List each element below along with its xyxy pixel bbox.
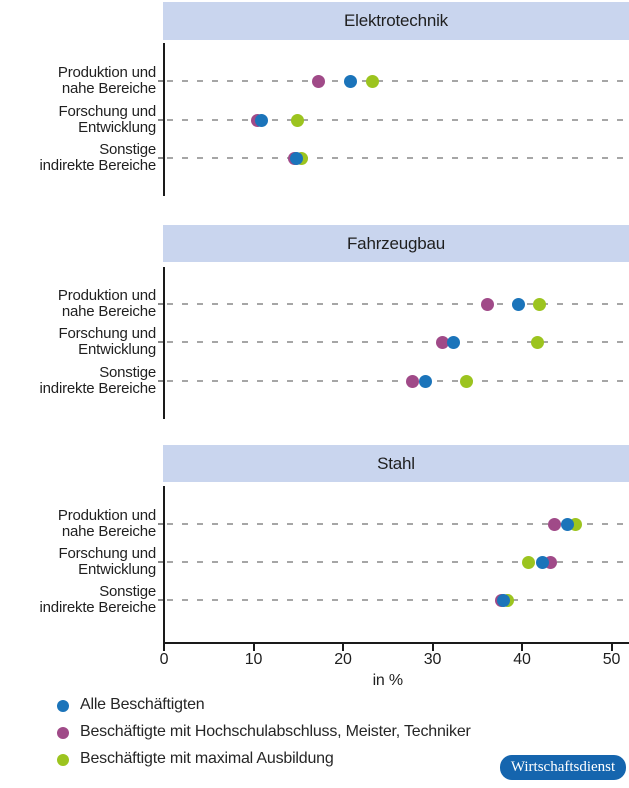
x-axis-tick xyxy=(431,644,434,651)
data-point xyxy=(446,335,460,349)
category-label-line: Produktion und xyxy=(57,507,156,524)
data-point xyxy=(406,374,420,388)
row-tick xyxy=(158,157,163,159)
legend-label: Alle Beschäftigten xyxy=(80,696,205,713)
row-tick xyxy=(158,303,163,305)
data-point xyxy=(418,374,432,388)
category-label-line: Forschung und xyxy=(58,103,157,120)
category-label-line: indirekte Bereiche xyxy=(39,380,157,397)
row-tick xyxy=(158,599,163,601)
y-axis-line xyxy=(163,43,165,196)
category-label-line: Produktion und xyxy=(57,287,156,304)
data-point xyxy=(343,74,357,88)
panel-title-fahrzeugbau: Fahrzeugbau xyxy=(163,225,629,262)
panel-title-elektrotechnik: Elektrotechnik xyxy=(163,2,629,40)
category-label: Forschung und Entwicklung xyxy=(0,545,157,578)
gridline xyxy=(167,303,629,305)
row-tick xyxy=(158,341,163,343)
category-label-line: Entwicklung xyxy=(78,341,156,358)
x-axis-tick xyxy=(610,644,613,651)
data-point xyxy=(289,151,303,165)
legend-dot xyxy=(57,700,69,712)
x-axis-tick xyxy=(163,644,165,651)
data-point xyxy=(366,74,380,88)
data-point xyxy=(547,517,561,531)
x-axis-tick-label: 10 xyxy=(244,651,263,668)
row-tick xyxy=(158,80,163,82)
x-axis-title: in % xyxy=(372,672,404,689)
legend-dot xyxy=(57,727,69,739)
legend-label: Beschäftigte mit Hochschulabschluss, Mei… xyxy=(80,723,471,740)
category-label-line: indirekte Bereiche xyxy=(39,157,157,174)
category-label: Sonstige indirekte Bereiche xyxy=(0,364,157,397)
category-label: Forschung und Entwicklung xyxy=(0,103,157,136)
category-label-line: Entwicklung xyxy=(78,119,156,136)
category-label-line: Produktion und xyxy=(57,64,156,81)
row-tick xyxy=(158,380,163,382)
data-point xyxy=(561,517,575,531)
data-point xyxy=(290,113,304,127)
row-tick xyxy=(158,523,163,525)
category-label-line: Sonstige xyxy=(99,141,156,158)
category-label: Sonstige indirekte Bereiche xyxy=(0,141,157,174)
gridline xyxy=(167,341,629,343)
data-point xyxy=(435,335,449,349)
x-axis-line xyxy=(163,642,629,644)
data-point xyxy=(530,335,544,349)
row-tick xyxy=(158,119,163,121)
data-point xyxy=(536,555,550,569)
data-point xyxy=(460,374,473,388)
category-label-line: nahe Bereiche xyxy=(61,80,156,97)
category-label: Sonstige indirekte Bereiche xyxy=(0,583,157,616)
category-label: Produktion und nahe Bereiche xyxy=(0,508,156,540)
x-axis-tick xyxy=(342,644,344,651)
data-point xyxy=(255,113,269,127)
category-label: Produktion und nahe Bereiche xyxy=(0,288,156,320)
x-axis-tick xyxy=(252,644,255,651)
x-axis-tick-label: 20 xyxy=(334,651,352,668)
data-point xyxy=(511,297,525,311)
data-point xyxy=(496,593,510,607)
row-tick xyxy=(158,561,163,563)
legend-dot xyxy=(57,754,69,766)
panel-title-stahl: Stahl xyxy=(163,445,629,482)
x-axis-tick-label: 40 xyxy=(513,651,531,668)
gridline xyxy=(167,523,629,525)
data-point xyxy=(533,297,547,311)
gridline xyxy=(167,561,629,563)
category-label-line: nahe Bereiche xyxy=(61,303,156,320)
legend-label: Beschäftigte mit maximal Ausbildung xyxy=(80,750,334,767)
brand-badge: Wirtschaftsdienst xyxy=(500,755,626,780)
data-point xyxy=(521,555,535,569)
x-axis-tick-label: 50 xyxy=(602,651,621,668)
category-label-line: Entwicklung xyxy=(78,561,156,578)
category-label-line: Forschung und xyxy=(58,325,157,342)
category-label: Produktion und nahe Bereiche xyxy=(0,65,156,97)
gridline xyxy=(167,119,629,121)
x-axis-tick-label: 30 xyxy=(423,651,442,668)
data-point xyxy=(481,297,495,311)
gridline xyxy=(167,380,629,382)
y-axis-line xyxy=(163,486,165,643)
category-label-line: Sonstige xyxy=(99,583,156,600)
y-axis-line xyxy=(163,267,165,419)
data-point xyxy=(312,74,326,88)
x-axis-tick xyxy=(521,644,523,651)
x-axis-tick-label: 0 xyxy=(159,651,169,668)
gridline xyxy=(167,80,629,82)
category-label: Forschung und Entwicklung xyxy=(0,325,157,358)
gridline xyxy=(167,599,629,601)
category-label-line: Forschung und xyxy=(58,545,157,562)
gridline xyxy=(167,157,629,159)
category-label-line: Sonstige xyxy=(99,364,156,381)
category-label-line: indirekte Bereiche xyxy=(39,599,157,616)
category-label-line: nahe Bereiche xyxy=(61,523,156,540)
